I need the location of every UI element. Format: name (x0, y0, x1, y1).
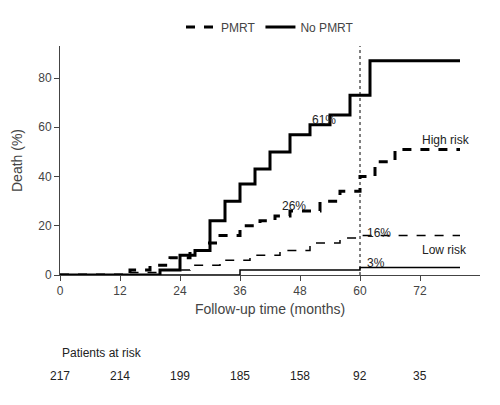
svg-text:92: 92 (353, 369, 367, 383)
svg-text:217: 217 (50, 369, 70, 383)
svg-text:26%: 26% (282, 199, 306, 213)
svg-text:12: 12 (113, 284, 127, 298)
svg-text:36: 36 (233, 284, 247, 298)
svg-text:80: 80 (38, 71, 52, 85)
svg-text:0: 0 (45, 268, 52, 282)
svg-text:40: 40 (38, 170, 52, 184)
svg-text:35: 35 (413, 369, 427, 383)
svg-text:214: 214 (110, 369, 130, 383)
svg-text:20: 20 (38, 219, 52, 233)
svg-text:16%: 16% (367, 226, 391, 240)
svg-text:199: 199 (170, 369, 190, 383)
svg-text:72: 72 (413, 284, 427, 298)
svg-text:Follow-up time (months): Follow-up time (months) (195, 301, 345, 317)
svg-text:158: 158 (290, 369, 310, 383)
svg-text:No PMRT: No PMRT (300, 21, 353, 35)
svg-text:High risk: High risk (422, 133, 470, 147)
svg-text:Patients at risk: Patients at risk (62, 346, 142, 360)
svg-text:PMRT: PMRT (221, 21, 255, 35)
svg-text:48: 48 (293, 284, 307, 298)
svg-text:0: 0 (57, 284, 64, 298)
svg-text:24: 24 (173, 284, 187, 298)
svg-text:61%: 61% (312, 113, 336, 127)
svg-text:60: 60 (38, 120, 52, 134)
svg-text:Low risk: Low risk (422, 243, 467, 257)
svg-text:60: 60 (353, 284, 367, 298)
svg-text:3%: 3% (367, 256, 385, 270)
svg-text:185: 185 (230, 369, 250, 383)
svg-text:Death (%): Death (%) (9, 129, 25, 192)
